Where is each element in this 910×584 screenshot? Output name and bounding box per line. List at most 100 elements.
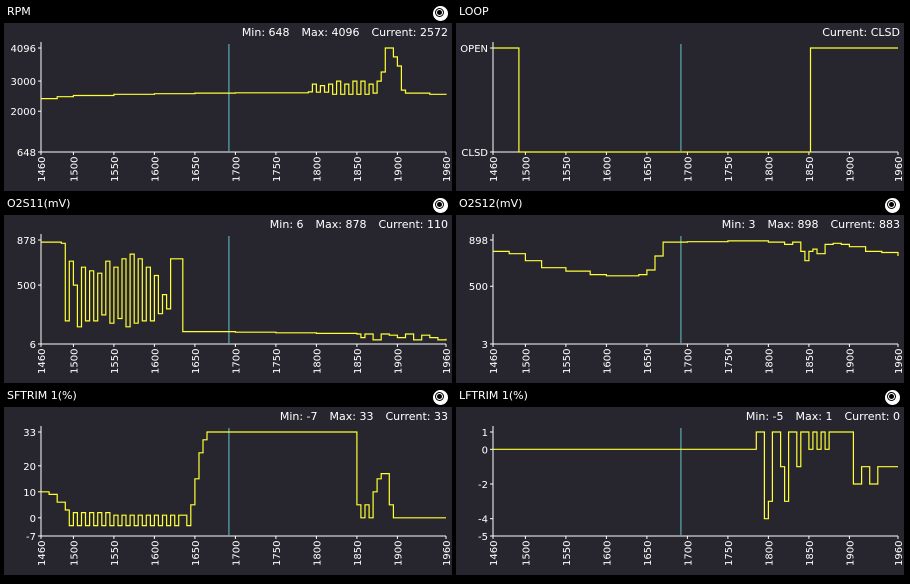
- x-tick-label: 1550: [562, 349, 573, 374]
- stats-readout: Min: -7 Max: 33 Current: 33: [268, 410, 448, 423]
- stat-max: Max: 4096: [301, 26, 360, 39]
- y-tick-label: 500: [17, 281, 36, 292]
- stat-current: Current: 0: [844, 410, 900, 423]
- x-tick-label: 1550: [110, 349, 121, 374]
- y-tick-label: 4096: [11, 44, 36, 55]
- settings-dot-icon[interactable]: [885, 198, 900, 213]
- o2s11-panel: O2S11(mV) Min: 6 Max: 878 Current: 110 878…: [2, 194, 452, 384]
- x-tick-label: 1900: [845, 541, 856, 566]
- x-tick-label: 1800: [764, 349, 775, 374]
- x-tick-label: 1960: [894, 349, 904, 374]
- x-tick-label: 1600: [602, 349, 613, 374]
- rpm-panel: RPM Min: 648 Max: 4096 Current: 2572 4096 3…: [2, 2, 452, 192]
- stat-max: Max: 33: [329, 410, 374, 423]
- y-tick-label: 6: [30, 340, 36, 351]
- x-tick-label: 1550: [562, 157, 573, 182]
- y-tick-label: 10: [23, 488, 36, 499]
- x-tick-label: 1750: [724, 157, 735, 182]
- plot-area: [4, 215, 452, 383]
- plot-area: [456, 215, 904, 383]
- y-tick-label: 33: [23, 428, 36, 439]
- x-tick-label: 1960: [442, 541, 452, 566]
- stat-current: Current: 2572: [371, 26, 448, 39]
- x-tick-label: 1750: [272, 349, 283, 374]
- plot-area: [4, 23, 452, 191]
- x-tick-label: 1460: [489, 157, 500, 182]
- o2s12-panel: O2S12(mV) Min: 3 Max: 898 Current: 883 898…: [454, 194, 904, 384]
- x-tick-label: 1800: [764, 157, 775, 182]
- stats-readout: Current: CLSD: [810, 26, 900, 39]
- y-tick-label: 3000: [11, 77, 36, 88]
- x-tick-label: 1650: [191, 541, 202, 566]
- x-tick-label: 1700: [683, 349, 694, 374]
- y-tick-label: 3: [482, 340, 488, 351]
- x-tick-label: 1460: [37, 541, 48, 566]
- x-tick-label: 1460: [489, 349, 500, 374]
- x-tick-label: 1550: [110, 157, 121, 182]
- x-tick-label: 1650: [643, 157, 654, 182]
- x-tick-label: 1750: [724, 349, 735, 374]
- y-tick-label: 0: [482, 445, 488, 456]
- stats-readout: Min: -5 Max: 1 Current: 0: [734, 410, 900, 423]
- x-tick-label: 1700: [683, 541, 694, 566]
- panel-title: RPM: [7, 5, 31, 18]
- x-tick-label: 1650: [643, 541, 654, 566]
- panel-title: O2S12(mV): [459, 197, 523, 210]
- x-tick-label: 1600: [150, 349, 161, 374]
- series-line: [41, 47, 447, 100]
- x-tick-label: 1800: [312, 349, 323, 374]
- y-tick-label: 20: [23, 462, 36, 473]
- x-tick-label: 1850: [353, 157, 364, 182]
- stats-readout: Min: 6 Max: 878 Current: 110: [258, 218, 448, 231]
- settings-dot-icon[interactable]: [433, 390, 448, 405]
- series-line: [493, 47, 898, 153]
- stats-readout: Min: 3 Max: 898 Current: 883: [710, 218, 900, 231]
- x-tick-label: 1650: [191, 349, 202, 374]
- x-tick-label: 1650: [643, 349, 654, 374]
- x-tick-label: 1850: [353, 541, 364, 566]
- x-tick-label: 1600: [150, 157, 161, 182]
- settings-dot-icon[interactable]: [433, 198, 448, 213]
- x-tick-label: 1500: [521, 541, 532, 566]
- stat-current: Current: 33: [385, 410, 448, 423]
- series-line: [41, 241, 447, 341]
- plot-area: [456, 23, 904, 191]
- stats-readout: Min: 648 Max: 4096 Current: 2572: [230, 26, 448, 39]
- settings-dot-icon[interactable]: [885, 390, 900, 405]
- x-tick-label: 1550: [562, 541, 573, 566]
- y-tick-label: -7: [26, 532, 36, 543]
- panel-title: LFTRIM 1(%): [459, 389, 528, 402]
- x-tick-label: 1750: [272, 157, 283, 182]
- lftrim-panel: LFTRIM 1(%) Min: -5 Max: 1 Current: 0 1 0 -2…: [454, 386, 904, 576]
- stat-min: Min: 648: [241, 26, 290, 39]
- stat-max: Max: 898: [767, 218, 819, 231]
- y-tick-label: 898: [469, 236, 488, 247]
- y-tick-label: OPEN: [460, 44, 488, 55]
- panel-title: SFTRIM 1(%): [7, 389, 77, 402]
- stat-min: Min: 6: [269, 218, 304, 231]
- x-tick-label: 1900: [393, 541, 404, 566]
- x-tick-label: 1700: [231, 349, 242, 374]
- x-tick-label: 1750: [724, 541, 735, 566]
- series-line: [493, 431, 898, 520]
- stat-max: Max: 1: [795, 410, 833, 423]
- x-tick-label: 1460: [37, 157, 48, 182]
- x-tick-label: 1900: [393, 157, 404, 182]
- y-tick-label: 648: [17, 148, 36, 159]
- y-tick-label: -2: [478, 480, 488, 491]
- x-tick-label: 1960: [894, 541, 904, 566]
- y-tick-label: 0: [30, 514, 36, 525]
- loop-panel: LOOP Current: CLSD OPEN CLSD 1460 1500 1550 1…: [454, 2, 904, 192]
- x-tick-label: 1850: [805, 541, 816, 566]
- settings-dot-icon[interactable]: [433, 6, 448, 21]
- x-tick-label: 1900: [845, 349, 856, 374]
- panel-title: LOOP: [459, 5, 489, 18]
- series-line: [41, 431, 446, 527]
- x-tick-label: 1800: [312, 541, 323, 566]
